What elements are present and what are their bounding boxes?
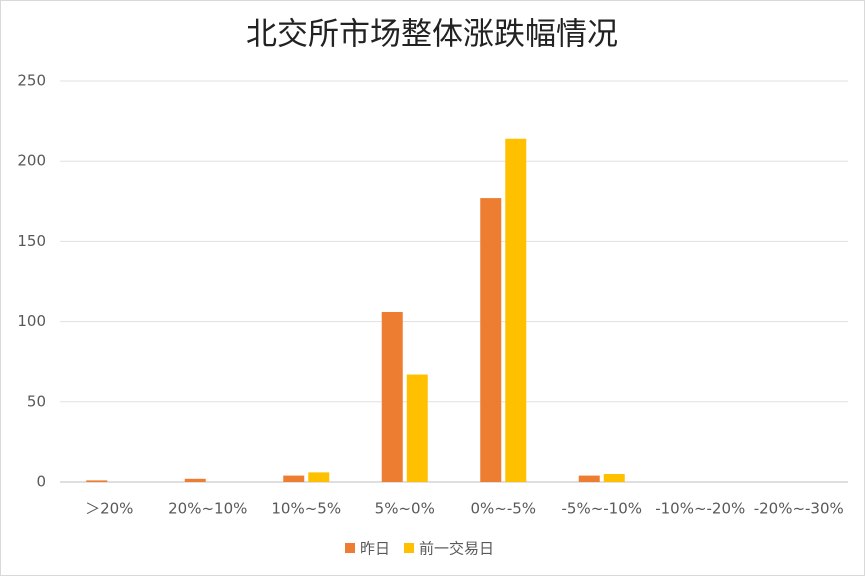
- x-tick-label: 0%~-5%: [470, 500, 536, 518]
- y-tick-label: 0: [36, 473, 46, 491]
- y-tick-label: 250: [17, 72, 46, 90]
- y-tick-label: 200: [17, 152, 46, 170]
- x-tick-label: -20%~-30%: [754, 500, 844, 518]
- y-tick-label: 100: [17, 312, 46, 330]
- bar: [381, 311, 403, 482]
- bar: [505, 138, 527, 482]
- legend-swatch: [404, 543, 415, 553]
- bar: [283, 475, 305, 482]
- bar: [86, 480, 108, 482]
- bar: [308, 472, 330, 482]
- chart-title: 北交所市场整体涨跌幅情况: [246, 17, 618, 53]
- x-tick-label: ＞20%: [85, 500, 133, 518]
- x-tick-label: 20%~10%: [168, 500, 247, 518]
- x-tick-label: 10%~5%: [271, 500, 341, 518]
- y-tick-label: 50: [27, 392, 46, 410]
- x-tick-label: -5%~-10%: [561, 500, 642, 518]
- legend-label: 昨日: [360, 540, 390, 558]
- legend-swatch: [345, 543, 355, 553]
- bar: [480, 198, 502, 483]
- y-tick-label: 150: [17, 232, 46, 250]
- bar: [184, 478, 206, 482]
- x-tick-label: -10%~-20%: [655, 500, 745, 518]
- bar: [603, 473, 625, 482]
- bar: [578, 475, 600, 482]
- bar: [406, 374, 428, 482]
- x-tick-label: 5%~0%: [375, 500, 435, 518]
- legend-label: 前一交易日: [419, 540, 494, 558]
